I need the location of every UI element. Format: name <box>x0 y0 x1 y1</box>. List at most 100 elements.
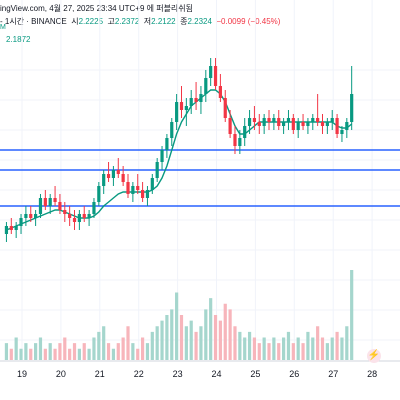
volume-bar <box>165 315 169 360</box>
volume-bar <box>282 337 286 360</box>
volume-bar <box>223 303 227 360</box>
candle-body <box>160 150 164 162</box>
candle-body <box>189 98 193 106</box>
candle-body <box>272 118 276 122</box>
volume-bar <box>87 348 91 360</box>
volume-bar <box>286 331 291 360</box>
candle-body <box>106 174 111 178</box>
candle-body <box>257 122 261 126</box>
volume-bar <box>19 348 23 360</box>
candle-body <box>252 118 257 122</box>
x-tick-label: 24 <box>211 369 221 379</box>
volume-bar <box>209 298 213 360</box>
candle-body <box>179 102 184 110</box>
volume-bar <box>29 348 33 360</box>
volume-bar <box>296 337 300 360</box>
candle-body <box>97 186 101 202</box>
candle-body <box>165 138 169 150</box>
volume-bar <box>43 348 47 360</box>
x-tick-label: 19 <box>17 369 27 379</box>
candle-body <box>311 118 315 122</box>
volume-bar <box>238 331 242 360</box>
candle-body <box>102 174 106 186</box>
candle-body <box>4 226 9 234</box>
grid <box>0 0 400 360</box>
x-tick-label: 26 <box>289 369 299 379</box>
candle-body <box>316 118 320 122</box>
candles <box>4 58 354 242</box>
volume-bar <box>179 315 184 360</box>
x-tick-label: 27 <box>328 369 338 379</box>
candle-body <box>24 214 28 218</box>
volume-bar <box>247 331 252 360</box>
open-label: 시 <box>71 17 79 26</box>
volume-bars <box>4 270 354 360</box>
volume-bar <box>136 348 140 360</box>
volume-bar <box>121 337 125 360</box>
ma-value: 2.1872 <box>6 35 31 44</box>
candle-body <box>116 170 120 174</box>
volume-bar <box>170 309 174 360</box>
volume-bar <box>204 309 208 360</box>
horizontal-levels <box>0 149 400 207</box>
volume-bar <box>145 343 150 360</box>
volume-bar <box>267 343 271 360</box>
candle-body <box>14 226 18 230</box>
volume-bar <box>252 337 257 360</box>
volume-bar <box>277 343 281 360</box>
candle-body <box>92 202 96 214</box>
volume-bar <box>320 337 325 360</box>
volume-bar <box>218 320 222 360</box>
candle-body <box>228 118 232 134</box>
candle-body <box>175 102 179 122</box>
candle-body <box>150 178 154 190</box>
low-value: 2.2122 <box>151 17 176 26</box>
volume-bar <box>160 320 164 360</box>
candle-body <box>350 94 354 122</box>
volume-bar <box>126 326 130 360</box>
volume-bar <box>4 343 9 360</box>
volume-bar <box>9 348 13 360</box>
high-value: 2.2372 <box>114 17 140 26</box>
candle-body <box>340 130 344 134</box>
volume-bar <box>345 326 349 360</box>
volume-bar <box>111 348 116 360</box>
volume-bar <box>316 326 320 360</box>
ohlc-legend: - 1시간 · BINANCE 시2.2225 고2.2372 저2.2122 … <box>0 16 280 27</box>
lightning-icon[interactable]: ⚡ <box>367 349 381 363</box>
candle-body <box>34 214 38 218</box>
candle-body <box>77 214 81 222</box>
candle-body <box>82 214 86 218</box>
candle-body <box>170 122 174 138</box>
candle-body <box>136 186 140 190</box>
volume-bar <box>97 331 101 360</box>
candle-body <box>282 122 286 126</box>
volume-bar <box>340 337 344 360</box>
candle-body <box>184 106 188 110</box>
candle-body <box>131 186 135 194</box>
x-axis: 19 20 21 22 23 24 25 26 27 28 <box>0 360 400 379</box>
candle-body <box>209 66 213 78</box>
candle-body <box>233 134 237 146</box>
volume-bar <box>24 343 28 360</box>
volume-bar <box>53 348 57 360</box>
candle-body <box>247 118 252 126</box>
volume-bar <box>350 270 354 360</box>
volume-bar <box>150 331 154 360</box>
candle-body <box>335 118 339 134</box>
change-value: −0.0099 (−0.45%) <box>216 17 281 26</box>
candle-body <box>111 170 116 178</box>
candle-body <box>199 94 203 102</box>
volume-bar <box>199 326 203 360</box>
ma-tag: M <box>0 24 6 31</box>
volume-bar <box>63 337 67 360</box>
volume-bar <box>106 343 111 360</box>
candle-body <box>345 122 349 130</box>
volume-bar <box>257 343 261 360</box>
candle-body <box>238 138 242 146</box>
candle-body <box>218 86 222 98</box>
candle-body <box>38 198 43 214</box>
volume-bar <box>184 326 188 360</box>
candle-body <box>286 118 291 122</box>
